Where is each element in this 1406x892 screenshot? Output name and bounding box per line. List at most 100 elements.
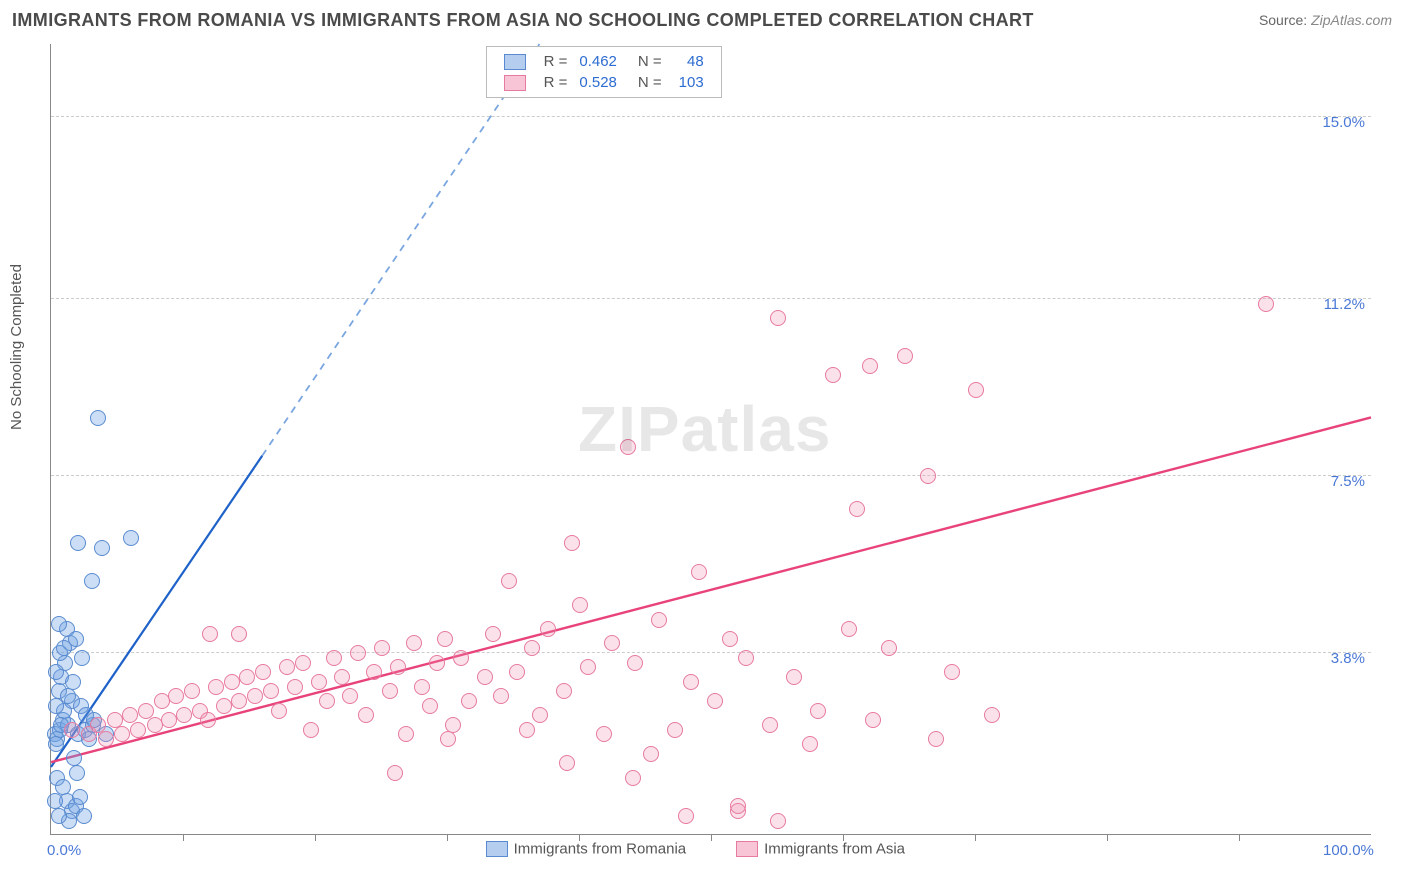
y-tick-label: 15.0% — [1322, 114, 1365, 131]
data-point-asia — [1258, 296, 1274, 312]
data-point-asia — [114, 726, 130, 742]
data-point-romania — [84, 573, 100, 589]
data-point-asia — [271, 703, 287, 719]
data-point-asia — [326, 650, 342, 666]
data-point-asia — [231, 626, 247, 642]
data-point-asia — [849, 501, 865, 517]
data-point-asia — [580, 659, 596, 675]
data-point-asia — [604, 635, 620, 651]
data-point-asia — [414, 679, 430, 695]
x-minor-tick — [1239, 834, 1240, 841]
data-point-asia — [802, 736, 818, 752]
legend-swatch-romania — [504, 54, 526, 70]
data-point-asia — [453, 650, 469, 666]
data-point-asia — [216, 698, 232, 714]
data-point-asia — [342, 688, 358, 704]
data-point-asia — [311, 674, 327, 690]
legend-label-romania: Immigrants from Romania — [514, 841, 687, 858]
data-point-asia — [509, 664, 525, 680]
data-point-romania — [68, 631, 84, 647]
y-tick-label: 3.8% — [1331, 650, 1365, 667]
stats-box: R =0.462N =48R =0.528N =103 — [486, 46, 722, 98]
y-axis-label: No Schooling Completed — [8, 264, 25, 430]
data-point-asia — [350, 645, 366, 661]
data-point-asia — [810, 703, 826, 719]
trend-lines — [51, 44, 1371, 834]
legend: Immigrants from Romania Immigrants from A… — [486, 840, 905, 858]
y-tick-label: 11.2% — [1324, 296, 1365, 313]
data-point-romania — [69, 765, 85, 781]
x-minor-tick — [183, 834, 184, 841]
data-point-asia — [762, 717, 778, 733]
gridline — [51, 116, 1371, 117]
data-point-asia — [524, 640, 540, 656]
data-point-asia — [247, 688, 263, 704]
source-label: Source: — [1259, 12, 1311, 28]
data-point-asia — [984, 707, 1000, 723]
data-point-asia — [651, 612, 667, 628]
data-point-asia — [208, 679, 224, 695]
data-point-asia — [387, 765, 403, 781]
data-point-romania — [90, 410, 106, 426]
data-point-asia — [770, 813, 786, 829]
gridline — [51, 298, 1371, 299]
data-point-asia — [231, 693, 247, 709]
data-point-asia — [786, 669, 802, 685]
x-tick-label: 100.0% — [1323, 842, 1374, 859]
data-point-asia — [572, 597, 588, 613]
data-point-asia — [865, 712, 881, 728]
data-point-asia — [398, 726, 414, 742]
data-point-asia — [184, 683, 200, 699]
data-point-romania — [72, 789, 88, 805]
data-point-asia — [263, 683, 279, 699]
data-point-asia — [625, 770, 641, 786]
data-point-asia — [556, 683, 572, 699]
data-point-romania — [94, 540, 110, 556]
data-point-asia — [239, 669, 255, 685]
data-point-asia — [303, 722, 319, 738]
legend-swatch-romania — [486, 841, 508, 857]
data-point-asia — [138, 703, 154, 719]
data-point-asia — [390, 659, 406, 675]
data-point-asia — [667, 722, 683, 738]
data-point-asia — [532, 707, 548, 723]
data-point-asia — [224, 674, 240, 690]
data-point-asia — [501, 573, 517, 589]
data-point-asia — [928, 731, 944, 747]
data-point-asia — [707, 693, 723, 709]
data-point-asia — [944, 664, 960, 680]
data-point-asia — [477, 669, 493, 685]
data-point-asia — [897, 348, 913, 364]
legend-swatch-asia — [736, 841, 758, 857]
data-point-asia — [559, 755, 575, 771]
data-point-romania — [123, 530, 139, 546]
data-point-asia — [319, 693, 335, 709]
gridline — [51, 652, 1371, 653]
legend-label-asia: Immigrants from Asia — [764, 841, 905, 858]
data-point-asia — [519, 722, 535, 738]
data-point-asia — [841, 621, 857, 637]
data-point-asia — [540, 621, 556, 637]
data-point-asia — [279, 659, 295, 675]
data-point-asia — [678, 808, 694, 824]
plot-area: 3.8%7.5%11.2%15.0%0.0%100.0% — [50, 44, 1371, 835]
data-point-asia — [920, 468, 936, 484]
data-point-asia — [287, 679, 303, 695]
x-minor-tick — [1107, 834, 1108, 841]
data-point-romania — [74, 650, 90, 666]
data-point-asia — [429, 655, 445, 671]
data-point-asia — [643, 746, 659, 762]
data-point-asia — [64, 722, 80, 738]
data-point-asia — [422, 698, 438, 714]
data-point-romania — [48, 736, 64, 752]
data-point-romania — [51, 808, 67, 824]
data-point-romania — [70, 535, 86, 551]
data-point-asia — [334, 669, 350, 685]
data-point-asia — [881, 640, 897, 656]
data-point-asia — [461, 693, 477, 709]
data-point-asia — [620, 439, 636, 455]
data-point-asia — [366, 664, 382, 680]
data-point-asia — [440, 731, 456, 747]
data-point-asia — [437, 631, 453, 647]
y-tick-label: 7.5% — [1331, 473, 1365, 490]
